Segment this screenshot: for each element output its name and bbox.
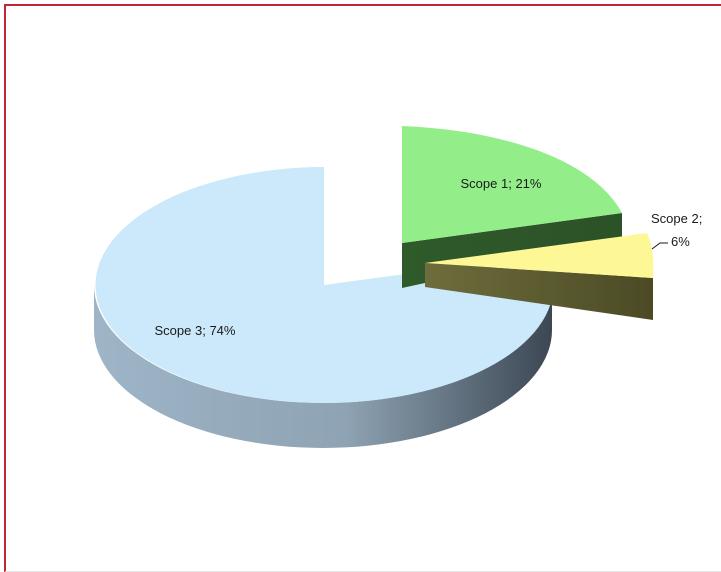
slice-scope-2-top <box>425 233 654 278</box>
slice-scope-2-side <box>425 263 653 320</box>
label-scope-2-line1: Scope 2; <box>651 211 702 226</box>
slice-scope-1-top <box>402 126 622 243</box>
slice-scope-3 <box>94 167 554 448</box>
label-scope-1: Scope 1; 21% <box>461 176 542 191</box>
label-scope-2-line2: 6% <box>671 234 690 249</box>
slice-scope-3-top <box>95 167 554 403</box>
label-scope-3: Scope 3; 74% <box>155 323 236 338</box>
slice-scope-2 <box>425 233 654 320</box>
leader-line-scope-2 <box>651 242 668 250</box>
slice-scope-3-side <box>94 285 552 448</box>
